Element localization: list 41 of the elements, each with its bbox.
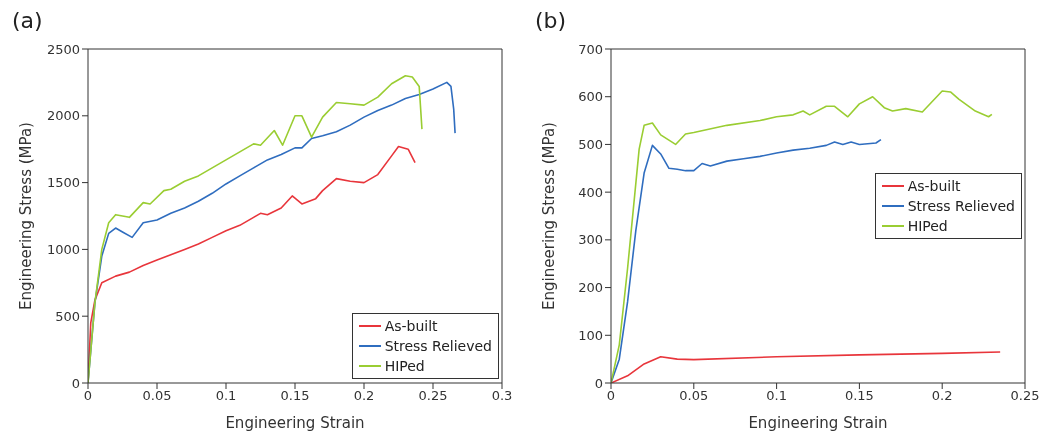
y-tick-label: 600 — [578, 89, 603, 105]
chart-title: (b) — [534, 8, 568, 35]
x-tick-label: 0 — [83, 388, 93, 404]
y-tick-label: 100 — [578, 327, 603, 343]
x-axis-title: Engineering Strain — [748, 414, 888, 432]
y-tick-label: 0 — [594, 375, 603, 391]
y-tick-label: 1000 — [46, 242, 80, 258]
y-tick-label: 300 — [578, 232, 603, 248]
y-tick-label: 700 — [578, 41, 603, 57]
x-tick-label: 0.3 — [491, 388, 513, 404]
x-tick-label: 0.2 — [353, 388, 375, 404]
y-tick-label: 500 — [578, 137, 603, 153]
x-tick-label: 0.1 — [215, 388, 237, 404]
legend-label: HIPed — [907, 217, 948, 236]
y-tick-label: 0 — [71, 375, 80, 391]
x-tick-label: 0.05 — [679, 388, 709, 404]
y-axis-title: Engineering Stress (MPa) — [17, 122, 36, 310]
y-tick-label: 2000 — [46, 108, 80, 124]
x-tick-label: 0.2 — [931, 388, 953, 404]
x-tick-label: 0.25 — [418, 388, 448, 404]
line-series — [611, 351, 1001, 383]
x-tick-label: 0 — [606, 388, 616, 404]
legend-label: HIPed — [384, 357, 425, 376]
y-tick-label: 1500 — [46, 175, 80, 191]
legend-label: As-built — [907, 177, 961, 196]
y-tick-label: 200 — [578, 280, 603, 296]
y-tick-label: 2500 — [46, 41, 80, 57]
x-tick-label: 0.05 — [142, 388, 172, 404]
y-axis-title: Engineering Stress (MPa) — [540, 122, 559, 310]
x-tick-label: 0.15 — [844, 388, 874, 404]
line-series — [611, 138, 882, 383]
legend-label: Stress Relieved — [384, 337, 492, 356]
x-tick-label: 0.15 — [280, 388, 310, 404]
x-axis-title: Engineering Strain — [225, 414, 365, 432]
legend-label: As-built — [384, 317, 438, 336]
legend-label: Stress Relieved — [907, 197, 1015, 216]
y-tick-label: 500 — [55, 308, 80, 324]
x-tick-label: 0.1 — [766, 388, 787, 404]
y-tick-label: 400 — [578, 184, 603, 200]
chart-title: (a) — [11, 8, 44, 35]
x-tick-label: 0.25 — [1010, 388, 1040, 404]
